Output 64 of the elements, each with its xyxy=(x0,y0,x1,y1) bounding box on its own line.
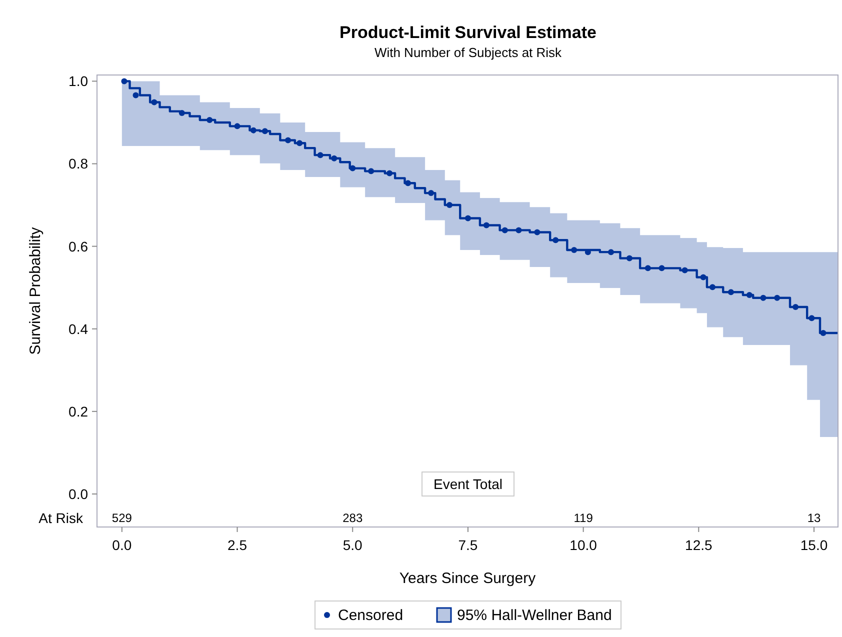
y-tick-label: 0.6 xyxy=(68,238,88,254)
y-tick-label: 1.0 xyxy=(68,73,88,90)
point xyxy=(178,110,185,116)
point xyxy=(700,274,706,280)
x-tick-label: 7.5 xyxy=(458,537,478,553)
point xyxy=(792,304,799,310)
x-tick-label: 0.0 xyxy=(112,537,132,553)
point xyxy=(534,229,540,236)
y-tick-label: 0.0 xyxy=(68,486,88,502)
point xyxy=(446,202,453,208)
x-tick-label: 15.0 xyxy=(800,537,828,553)
point xyxy=(250,127,256,134)
point xyxy=(502,227,508,234)
point xyxy=(428,190,434,196)
point xyxy=(317,152,324,158)
annotation: 13 xyxy=(807,511,821,525)
chart-subtitle: With Number of Subjects at Risk xyxy=(374,45,562,60)
point xyxy=(644,265,651,272)
point xyxy=(808,315,815,322)
x-tick-label: 12.5 xyxy=(685,537,712,553)
point xyxy=(151,99,158,106)
point xyxy=(516,227,522,234)
point xyxy=(404,180,411,186)
x-tick-label: 2.5 xyxy=(228,537,248,553)
y-tick-label: 0.2 xyxy=(68,403,88,420)
y-axis-title: Survival Probability xyxy=(27,226,44,355)
point xyxy=(728,289,734,296)
text: At Risk xyxy=(38,510,84,526)
point xyxy=(658,265,665,272)
legend-label: Censored xyxy=(338,607,404,624)
point xyxy=(483,222,490,228)
point xyxy=(262,128,268,134)
point xyxy=(206,116,213,123)
point xyxy=(760,294,766,301)
point xyxy=(552,237,559,244)
point xyxy=(234,123,240,130)
point xyxy=(368,168,374,174)
point xyxy=(571,247,578,254)
point xyxy=(386,170,393,176)
point xyxy=(626,255,632,262)
point xyxy=(132,92,139,98)
point xyxy=(296,140,303,146)
legend-label: 95% Hall-Wellner Band xyxy=(457,607,612,624)
point xyxy=(464,215,471,222)
point xyxy=(774,294,780,301)
x-tick-label: 5.0 xyxy=(342,537,363,553)
point xyxy=(350,165,356,172)
annotation: 529 xyxy=(112,511,132,525)
point xyxy=(285,137,292,144)
x-tick-label: 10.0 xyxy=(570,537,598,553)
y-tick-label: 0.8 xyxy=(68,156,88,172)
annotation: 283 xyxy=(342,511,363,525)
chart-title: Product-Limit Survival Estimate xyxy=(340,23,596,42)
point xyxy=(121,78,128,84)
y-tick-label: 0.4 xyxy=(68,320,88,337)
point xyxy=(608,249,614,256)
annotation: 119 xyxy=(574,511,594,525)
point xyxy=(710,284,716,290)
annotation: Event Total xyxy=(433,476,503,492)
point xyxy=(820,330,826,336)
x-axis-title: Years Since Surgery xyxy=(399,570,536,587)
point xyxy=(331,155,338,162)
point xyxy=(746,292,752,298)
point xyxy=(682,267,688,274)
